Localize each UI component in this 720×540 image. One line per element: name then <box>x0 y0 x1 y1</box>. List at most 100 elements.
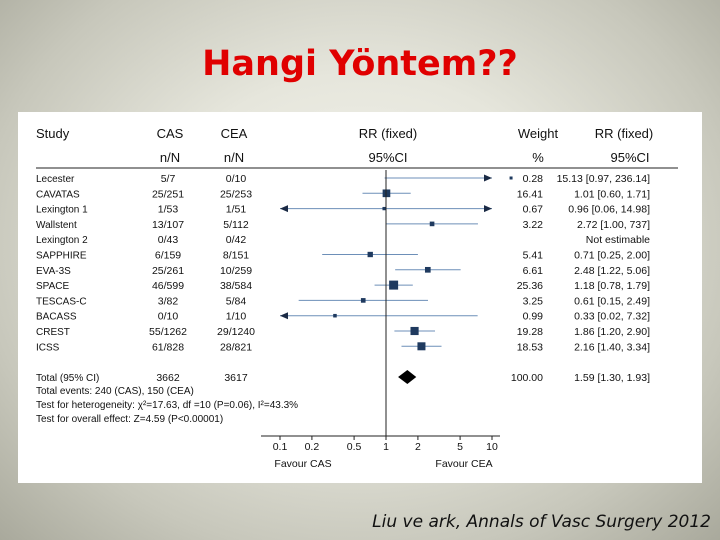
header-rr-ci: RR (fixed) <box>595 126 654 141</box>
footnote: Test for overall effect: Z=4.59 (P<0.000… <box>36 414 223 425</box>
study-cas: 5/7 <box>161 173 176 185</box>
point-estimate <box>430 222 435 227</box>
study-name: TESCAS-C <box>36 296 87 307</box>
header-weight: Weight <box>518 126 559 141</box>
study-cas: 25/261 <box>152 265 184 277</box>
point-estimate <box>389 281 398 290</box>
x-tick-label: 0.2 <box>305 441 320 453</box>
study-name: CAVATAS <box>36 189 80 200</box>
point-estimate <box>417 342 425 350</box>
study-name: Lexington 2 <box>36 235 88 246</box>
study-cas: 3/82 <box>158 295 179 307</box>
forest-plot: Study CAS CEA RR (fixed) Weight RR (fixed) n/N… <box>18 112 702 483</box>
total-weight: 100.00 <box>511 372 543 384</box>
x-tick-label: 10 <box>486 441 498 453</box>
study-name: Lexington 1 <box>36 205 88 216</box>
study-cea: 10/259 <box>220 265 252 277</box>
citation: Liu ve ark, Annals of Vasc Surgery 2012 <box>366 512 711 532</box>
header-cea: CEA <box>221 126 248 141</box>
study-cea: 0/10 <box>226 173 247 185</box>
x-tick-label: 0.1 <box>273 441 288 453</box>
study-name: Lecester <box>36 174 75 185</box>
ci-arrow-right <box>484 175 492 182</box>
favour-cas-label: Favour CAS <box>274 458 331 470</box>
footnote: Test for heterogeneity: χ²=17.63, df =10… <box>36 400 298 411</box>
header-weight-sub: % <box>532 150 544 165</box>
total-label: Total (95% CI) <box>36 373 99 384</box>
study-cas: 55/1262 <box>149 326 187 338</box>
point-estimate <box>368 252 373 257</box>
study-cea: 1/51 <box>226 204 247 216</box>
study-ci: Not estimable <box>586 234 650 246</box>
total-cea: 3617 <box>224 372 248 384</box>
point-estimate <box>425 267 431 273</box>
study-name: SPACE <box>36 281 69 292</box>
study-weight: 19.28 <box>517 326 543 338</box>
header-study: Study <box>36 126 70 141</box>
study-weight: 0.67 <box>523 204 544 216</box>
study-cas: 25/251 <box>152 188 184 200</box>
total-ci: 1.59 [1.30, 1.93] <box>574 372 650 384</box>
study-weight: 0.99 <box>523 311 544 323</box>
study-cas: 46/599 <box>152 280 184 292</box>
study-cea: 5/112 <box>223 219 249 231</box>
study-weight: 16.41 <box>517 188 543 200</box>
header-rr-sub: 95%CI <box>368 150 407 165</box>
study-cea: 0/42 <box>226 234 247 246</box>
study-cea: 38/584 <box>220 280 252 292</box>
study-weight: 5.41 <box>523 250 544 262</box>
study-ci: 2.72 [1.00, 737] <box>577 219 650 231</box>
study-cas: 1/53 <box>158 204 179 216</box>
header-rr-ci-sub: 95%CI <box>610 150 649 165</box>
study-ci: 0.61 [0.15, 2.49] <box>574 295 650 307</box>
x-tick-label: 0.5 <box>347 441 362 453</box>
footnote: Total events: 240 (CAS), 150 (CEA) <box>36 386 194 397</box>
study-name: ICSS <box>36 342 60 353</box>
x-tick-label: 5 <box>457 441 463 453</box>
point-estimate <box>510 177 513 180</box>
study-ci: 1.86 [1.20, 2.90] <box>574 326 650 338</box>
x-tick-label: 1 <box>383 441 389 453</box>
forest-plot-panel: Study CAS CEA RR (fixed) Weight RR (fixed) n/N… <box>18 112 702 483</box>
study-ci: 2.16 [1.40, 3.34] <box>574 341 650 353</box>
point-estimate <box>382 207 385 210</box>
study-ci: 2.48 [1.22, 5.06] <box>574 265 650 277</box>
study-cas: 13/107 <box>152 219 184 231</box>
study-cas: 0/10 <box>158 311 179 323</box>
study-cas: 61/828 <box>152 341 184 353</box>
x-tick-label: 2 <box>415 441 421 453</box>
favour-cea-label: Favour CEA <box>435 458 492 470</box>
point-estimate <box>333 314 337 318</box>
header-cea-sub: n/N <box>224 150 244 165</box>
study-weight: 18.53 <box>517 341 543 353</box>
point-estimate <box>411 327 419 335</box>
point-estimate <box>361 298 366 303</box>
study-cea: 29/1240 <box>217 326 255 338</box>
study-weight: 6.61 <box>523 265 544 277</box>
study-weight: 25.36 <box>517 280 543 292</box>
total-cas: 3662 <box>156 372 180 384</box>
study-name: BACASS <box>36 312 77 323</box>
study-weight: 0.28 <box>523 173 544 185</box>
study-cea: 5/84 <box>226 295 247 307</box>
study-cea: 8/151 <box>223 250 249 262</box>
study-cea: 28/821 <box>220 341 252 353</box>
total-diamond <box>398 370 416 384</box>
study-ci: 0.33 [0.02, 7.32] <box>574 311 650 323</box>
ci-arrow-left <box>280 205 288 212</box>
ci-arrow-right <box>484 205 492 212</box>
study-name: EVA-3S <box>36 266 71 277</box>
study-cas: 0/43 <box>158 234 179 246</box>
study-cea: 25/253 <box>220 188 252 200</box>
study-ci: 0.71 [0.25, 2.00] <box>574 250 650 262</box>
ci-arrow-left <box>280 312 288 319</box>
study-name: SAPPHIRE <box>36 251 87 262</box>
study-ci: 1.18 [0.78, 1.79] <box>574 280 650 292</box>
header-rr: RR (fixed) <box>359 126 418 141</box>
study-name: Wallstent <box>36 220 77 231</box>
study-ci: 1.01 [0.60, 1.71] <box>574 188 650 200</box>
study-ci: 0.96 [0.06, 14.98] <box>568 204 650 216</box>
study-cea: 1/10 <box>226 311 247 323</box>
header-cas: CAS <box>157 126 184 141</box>
slide-title: Hangi Yöntem?? <box>0 44 720 84</box>
